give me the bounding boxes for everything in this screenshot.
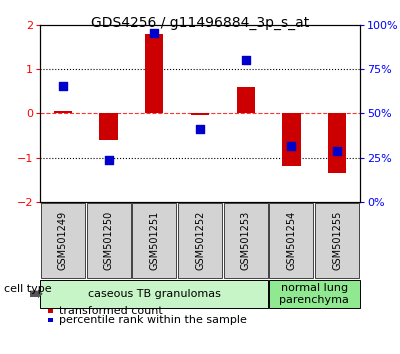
- Text: GSM501249: GSM501249: [58, 211, 68, 270]
- Bar: [54, 111, 72, 113]
- Text: caseous TB granulomas: caseous TB granulomas: [88, 289, 221, 299]
- Text: GSM501250: GSM501250: [104, 211, 114, 270]
- Point: [105, 157, 112, 162]
- Bar: [236, 87, 255, 113]
- Point: [334, 148, 340, 154]
- Bar: [328, 113, 346, 173]
- Text: cell type: cell type: [4, 284, 52, 293]
- Text: GDS4256 / g11496884_3p_s_at: GDS4256 / g11496884_3p_s_at: [91, 16, 309, 30]
- Point: [151, 30, 158, 36]
- Bar: [100, 113, 118, 140]
- Text: transformed count: transformed count: [59, 306, 162, 316]
- Text: GSM501253: GSM501253: [241, 211, 251, 270]
- Text: percentile rank within the sample: percentile rank within the sample: [59, 315, 247, 325]
- Point: [60, 83, 66, 89]
- Bar: [191, 113, 209, 115]
- Text: GSM501252: GSM501252: [195, 211, 205, 270]
- Point: [288, 144, 295, 149]
- Text: GSM501254: GSM501254: [286, 211, 296, 270]
- Text: GSM501251: GSM501251: [149, 211, 159, 270]
- Point: [242, 57, 249, 63]
- Bar: [282, 113, 300, 166]
- Point: [197, 126, 203, 132]
- Text: GSM501255: GSM501255: [332, 211, 342, 270]
- Bar: [145, 34, 164, 113]
- Text: normal lung
parenchyma: normal lung parenchyma: [279, 283, 349, 305]
